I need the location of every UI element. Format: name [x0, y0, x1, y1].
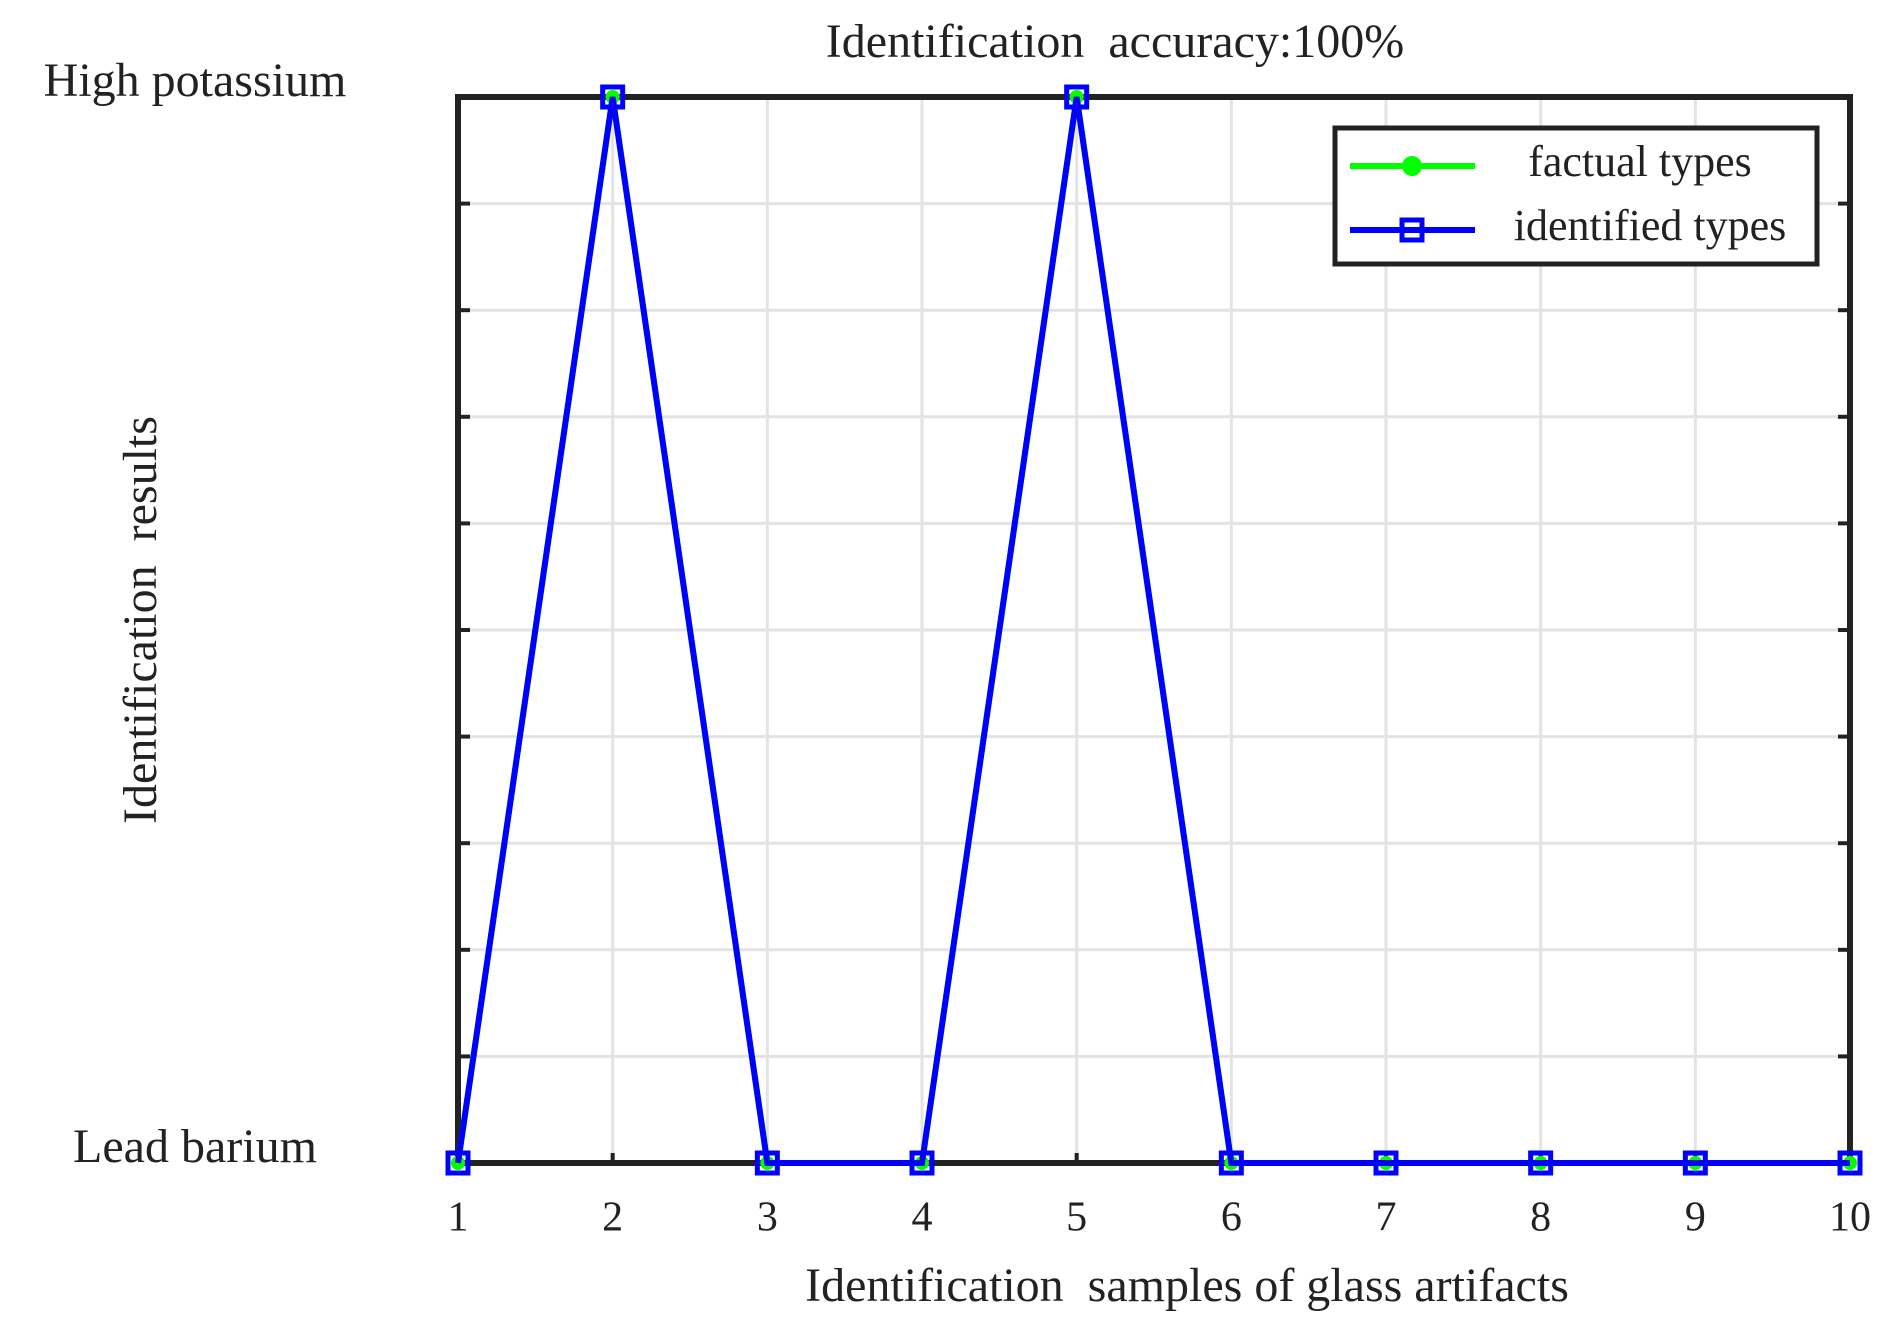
- point: [1218, 1150, 1244, 1176]
- x-tick-label: 7: [1376, 1195, 1397, 1241]
- legend-label: factual types: [1528, 137, 1752, 186]
- y-tick-label: Lead barium: [73, 1120, 317, 1173]
- x-tick-label: 2: [602, 1195, 623, 1241]
- legend-marker: [1402, 156, 1422, 176]
- x-tick-label: 3: [757, 1195, 778, 1241]
- y-axis-label: Identification results: [114, 416, 167, 824]
- x-tick-label: 1: [448, 1195, 469, 1241]
- point: [754, 1150, 780, 1176]
- point: [445, 1150, 471, 1176]
- point: [1528, 1150, 1554, 1176]
- point: [909, 1150, 935, 1176]
- x-tick-label: 5: [1066, 1195, 1087, 1241]
- y-tick-label: High potassium: [44, 54, 347, 107]
- point: [1682, 1150, 1708, 1176]
- chart-title: Identification accuracy:100%: [826, 15, 1404, 68]
- x-axis-label: Identification samples of glass artifact…: [805, 1259, 1569, 1312]
- point: [1373, 1150, 1399, 1176]
- x-tick-label: 10: [1829, 1195, 1871, 1241]
- x-tick-label: 6: [1221, 1195, 1242, 1241]
- point: [600, 84, 626, 110]
- x-tick-label: 8: [1530, 1195, 1551, 1241]
- x-tick-label: 9: [1685, 1195, 1706, 1241]
- x-tick-label: 4: [912, 1195, 933, 1241]
- legend-marker: [1399, 217, 1425, 243]
- plot-frame: [455, 94, 1853, 1166]
- legend-label: identified types: [1514, 201, 1787, 250]
- point: [1837, 1150, 1863, 1176]
- point: [1064, 84, 1090, 110]
- series-line: [455, 96, 1850, 1166]
